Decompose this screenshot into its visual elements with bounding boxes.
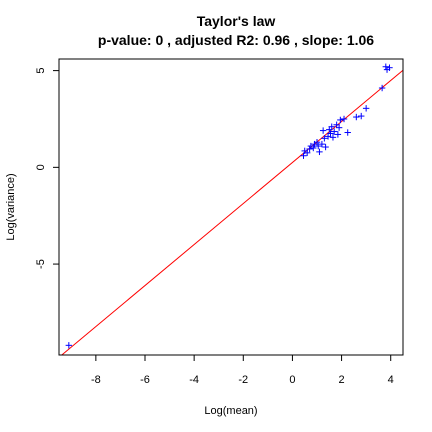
y-tick-label: 5 bbox=[35, 68, 47, 74]
x-tick-label: 4 bbox=[388, 374, 394, 386]
data-point bbox=[353, 113, 360, 121]
data-point bbox=[340, 115, 348, 123]
chart-title: Taylor's law bbox=[197, 13, 276, 29]
data-point bbox=[386, 64, 393, 71]
data-point bbox=[319, 127, 327, 134]
data-point bbox=[335, 124, 343, 131]
data-point bbox=[358, 112, 365, 120]
data-point bbox=[310, 144, 317, 152]
data-point bbox=[337, 116, 344, 124]
data-point bbox=[331, 128, 338, 135]
data-point bbox=[65, 342, 73, 349]
data-point bbox=[321, 135, 328, 142]
data-point bbox=[318, 140, 326, 148]
data-point bbox=[300, 152, 307, 159]
x-tick-label: -2 bbox=[238, 374, 248, 386]
y-tick-label: 0 bbox=[35, 164, 47, 170]
data-point bbox=[313, 138, 321, 146]
data-point bbox=[306, 145, 313, 153]
data-point bbox=[334, 131, 342, 138]
regression-line bbox=[61, 69, 403, 355]
data-point bbox=[382, 63, 389, 70]
data-point bbox=[315, 142, 322, 150]
data-point bbox=[362, 105, 370, 112]
chart-subtitle: p-value: 0 , adjusted R2: 0.96 , slope: … bbox=[98, 32, 374, 48]
plot-area-frame bbox=[58, 58, 404, 356]
data-point bbox=[303, 149, 311, 157]
x-tick-label: -8 bbox=[91, 374, 101, 386]
x-tick-label: 2 bbox=[339, 374, 345, 386]
x-tick-label: -4 bbox=[189, 374, 199, 386]
y-axis-label: Log(variance) bbox=[5, 173, 17, 240]
data-point bbox=[344, 129, 351, 136]
fit-line-layer bbox=[61, 69, 403, 355]
data-point bbox=[378, 84, 386, 92]
data-point bbox=[328, 123, 335, 130]
x-tick-label: 0 bbox=[289, 374, 295, 386]
x-axis: -8 -6 -4 -2 0 2 4 bbox=[91, 354, 394, 386]
data-point bbox=[322, 143, 329, 151]
points-layer bbox=[65, 63, 393, 349]
data-point bbox=[316, 148, 323, 156]
y-axis: -5 0 5 bbox=[35, 68, 60, 269]
data-point bbox=[329, 134, 337, 141]
x-axis-label: Log(mean) bbox=[204, 405, 257, 417]
x-tick-label: -6 bbox=[140, 374, 150, 386]
data-point bbox=[327, 130, 334, 137]
y-tick-label: -5 bbox=[35, 259, 47, 269]
